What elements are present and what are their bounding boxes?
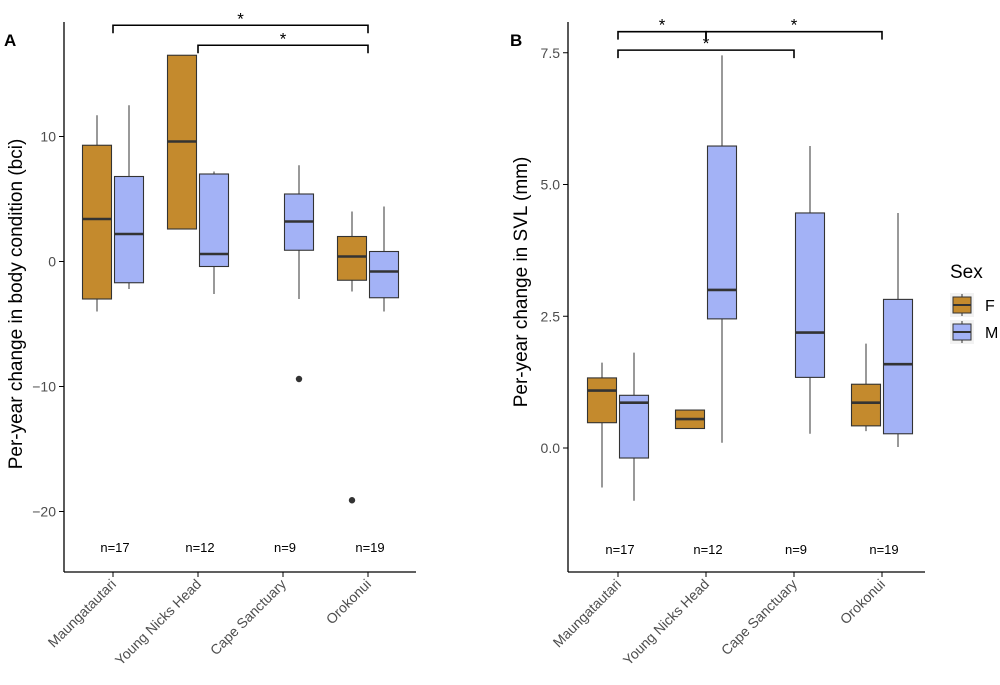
x-tick-label: Maungatautari (45, 576, 120, 651)
panel-b: B Per-year change in SVL (mm) 0.0 2.5 5.0 7… (510, 16, 925, 668)
box-iqr (81, 144, 113, 300)
y-tick-label: 5.0 (541, 177, 561, 193)
box-iqr (850, 383, 882, 427)
box-male (706, 55, 738, 443)
legend-label: F (985, 298, 995, 315)
x-tick-label: Young Nicks Head (620, 576, 712, 668)
box-male (283, 165, 315, 383)
sample-size-label: n=9 (274, 540, 296, 555)
box-female (166, 54, 198, 230)
significance-label: * (659, 16, 666, 35)
x-tick-label: Maungatautari (550, 576, 625, 651)
sample-size-label: n=12 (693, 542, 722, 557)
sample-size-label: n=19 (869, 542, 898, 557)
bracket-line (617, 49, 795, 59)
significance-label: * (280, 29, 287, 48)
bracket-line (112, 24, 369, 34)
x-tick-label: Cape Sanctuary (207, 576, 289, 658)
panel-b-y-axis-title: Per-year change in SVL (mm) (511, 157, 532, 408)
y-tick-label: 0 (48, 254, 56, 270)
box-iqr (882, 298, 914, 435)
legend-title: Sex (950, 262, 983, 283)
box-male (882, 212, 914, 447)
x-tick-label: Young Nicks Head (112, 576, 204, 668)
significance-bracket: * (197, 29, 369, 54)
bracket-line (197, 44, 369, 54)
box-iqr (368, 250, 400, 299)
box-female (586, 362, 618, 488)
box-female (850, 343, 882, 432)
y-tick-label: 0.0 (541, 440, 561, 456)
panel-a: A Per-year change in body condition (bci… (4, 9, 416, 668)
sample-size-label: n=12 (185, 540, 214, 555)
bracket-line (705, 30, 883, 40)
box-female (674, 409, 706, 430)
x-tick-label: Cape Sanctuary (718, 576, 800, 658)
box-male (113, 105, 145, 289)
panel-a-y-axis-title: Per-year change in body condition (bci) (6, 139, 27, 470)
sample-size-label: n=9 (785, 542, 807, 557)
significance-bracket: * (705, 16, 883, 40)
outlier-point (348, 497, 356, 504)
outlier-point (295, 375, 303, 383)
legend-label: M (985, 325, 998, 342)
box-male (618, 352, 650, 501)
box-male (198, 171, 230, 294)
box-iqr (706, 145, 738, 320)
box-iqr (198, 173, 230, 268)
box-male (368, 206, 400, 312)
legend-key-m (950, 320, 974, 344)
sample-size-label: n=17 (100, 540, 129, 555)
y-tick-label: 2.5 (541, 308, 561, 324)
significance-bracket: * (617, 34, 795, 59)
y-tick-label: 10 (40, 129, 56, 145)
box-female (81, 115, 113, 312)
box-iqr (113, 175, 145, 284)
panel-a-label: A (4, 31, 16, 50)
significance-label: * (791, 16, 798, 35)
legend: Sex FM (950, 262, 998, 344)
x-tick-label: Orokonui (837, 576, 888, 627)
significance-label: * (703, 34, 710, 53)
box-iqr (586, 377, 618, 424)
box-female (336, 211, 368, 504)
significance-label: * (237, 9, 244, 28)
box-iqr (794, 212, 826, 378)
significance-bracket: * (112, 9, 369, 34)
y-tick-label: −20 (32, 504, 56, 520)
panel-b-label: B (510, 31, 522, 50)
significance-bracket: * (617, 16, 707, 40)
x-tick-label: Orokonui (323, 576, 374, 627)
y-tick-label: −10 (32, 379, 56, 395)
y-tick-label: 7.5 (541, 45, 561, 61)
box-iqr (336, 235, 368, 281)
sample-size-label: n=17 (605, 542, 634, 557)
box-iqr (618, 394, 650, 459)
legend-key-f (950, 293, 974, 317)
box-male (794, 146, 826, 434)
sample-size-label: n=19 (355, 540, 384, 555)
